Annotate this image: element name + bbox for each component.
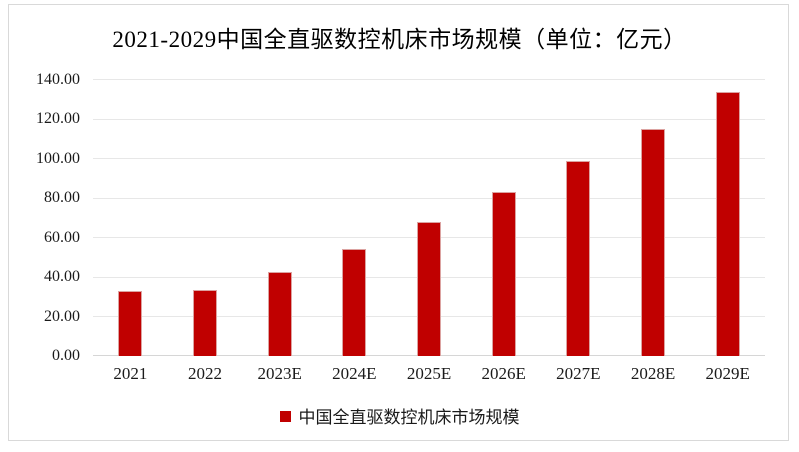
y-axis-tick-label: 140.00	[36, 71, 80, 88]
bar-column-2023e: 2023E	[242, 79, 317, 383]
bar-2025e[interactable]	[417, 222, 442, 356]
legend: 中国全直驱数控机床市场规模	[0, 403, 799, 428]
x-axis-label: 2022	[188, 364, 222, 383]
y-axis-tick-label: 80.00	[44, 189, 80, 206]
bar-2022[interactable]	[193, 289, 217, 356]
x-axis-label: 2026E	[481, 364, 526, 383]
bar-2029e[interactable]	[715, 91, 740, 356]
bar-column-2022: 2022	[168, 79, 243, 383]
y-axis-tick-label: 0.00	[52, 347, 80, 364]
y-axis-tick-label: 40.00	[44, 268, 80, 285]
y-axis-tick-label: 100.00	[36, 150, 80, 167]
bar-column-2025e: 2025E	[392, 79, 467, 383]
chart-title: 2021-2029中国全直驱数控机床市场规模（单位：亿元）	[112, 27, 687, 52]
x-axis-label: 2025E	[406, 364, 452, 383]
legend-label: 中国全直驱数控机床市场规模	[298, 408, 520, 427]
x-axis-label: 2023E	[257, 364, 302, 383]
bar-2021[interactable]	[118, 290, 143, 356]
y-axis-tick-label: 120.00	[36, 110, 80, 127]
bar-2023e[interactable]	[267, 272, 292, 356]
bar-2028e[interactable]	[641, 129, 666, 356]
y-axis-tick-label: 60.00	[44, 229, 80, 246]
bar-series: 2021 2022 2023E 2024E 2025E 2026E 2027E	[93, 79, 765, 383]
bar-column-2021: 2021	[93, 79, 168, 383]
bar-column-2024e: 2024E	[317, 79, 392, 383]
bar-column-2028e: 2028E	[616, 79, 691, 383]
y-axis-tick-label: 20.00	[44, 308, 80, 325]
bar-column-2027e: 2027E	[541, 79, 616, 383]
bar-2026e[interactable]	[491, 191, 516, 356]
bar-2024e[interactable]	[342, 248, 367, 356]
gridline	[93, 158, 765, 160]
bar-column-2026e: 2026E	[466, 79, 541, 383]
x-axis-label: 2028E	[630, 364, 676, 383]
legend-marker-icon	[279, 411, 291, 422]
plot-area: 2021 2022 2023E 2024E 2025E 2026E 2027E	[93, 79, 765, 383]
gridline	[93, 79, 765, 80]
x-axis-label: 2027E	[556, 364, 601, 383]
x-axis-label: 2024E	[332, 364, 377, 383]
bar-column-2029e: 2029E	[690, 79, 765, 383]
gridline	[93, 118, 765, 120]
gridline	[93, 197, 765, 199]
x-axis-label: 2029E	[705, 364, 750, 383]
bar-2027e[interactable]	[566, 160, 591, 356]
x-axis-label: 2021	[113, 364, 148, 383]
